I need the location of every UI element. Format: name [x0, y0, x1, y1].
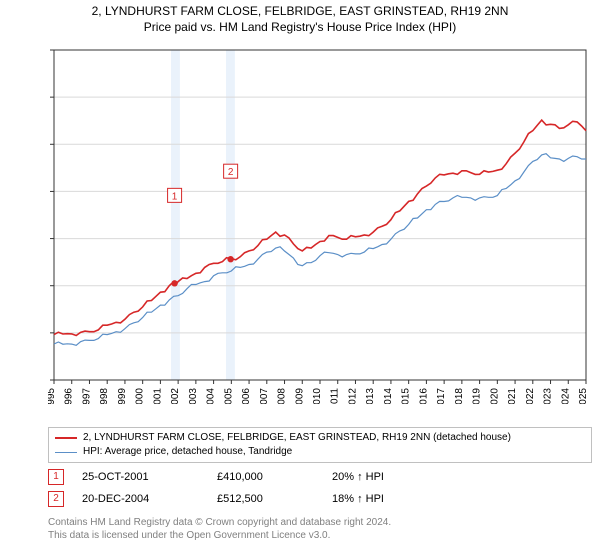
svg-text:2011: 2011	[330, 388, 341, 404]
svg-text:2001: 2001	[152, 388, 163, 404]
svg-text:2010: 2010	[312, 388, 323, 404]
svg-text:2015: 2015	[401, 388, 412, 404]
svg-text:2018: 2018	[454, 388, 465, 404]
chart-container: 2, LYNDHURST FARM CLOSE, FELBRIDGE, EAST…	[0, 0, 600, 560]
svg-text:2021: 2021	[507, 388, 518, 404]
svg-text:2003: 2003	[188, 388, 199, 404]
svg-text:2004: 2004	[206, 388, 217, 404]
marker-badge-1: 1	[48, 469, 64, 485]
legend-label-2: HPI: Average price, detached house, Tand…	[83, 445, 292, 459]
legend-row-2: HPI: Average price, detached house, Tand…	[55, 445, 585, 459]
svg-text:2016: 2016	[418, 388, 429, 404]
svg-text:1997: 1997	[81, 388, 92, 404]
legend-label-1: 2, LYNDHURST FARM CLOSE, FELBRIDGE, EAST…	[83, 431, 511, 445]
table-row: 2 20-DEC-2004 £512,500 18% ↑ HPI	[48, 488, 592, 510]
attribution: Contains HM Land Registry data © Crown c…	[48, 516, 391, 542]
svg-text:1998: 1998	[99, 388, 110, 404]
tx-price: £410,000	[217, 471, 332, 483]
legend: 2, LYNDHURST FARM CLOSE, FELBRIDGE, EAST…	[48, 427, 592, 463]
attribution-line-1: Contains HM Land Registry data © Crown c…	[48, 516, 391, 529]
svg-text:2014: 2014	[383, 388, 394, 404]
svg-text:2002: 2002	[170, 388, 181, 404]
svg-text:2012: 2012	[347, 388, 358, 404]
svg-text:2008: 2008	[277, 388, 288, 404]
svg-text:2005: 2005	[223, 388, 234, 404]
svg-text:2000: 2000	[135, 388, 146, 404]
svg-text:2019: 2019	[472, 388, 483, 404]
title-line-2: Price paid vs. HM Land Registry's House …	[0, 20, 600, 36]
legend-swatch-blue	[55, 452, 77, 453]
svg-text:2006: 2006	[241, 388, 252, 404]
svg-text:2022: 2022	[525, 388, 536, 404]
legend-row-1: 2, LYNDHURST FARM CLOSE, FELBRIDGE, EAST…	[55, 431, 585, 445]
tx-pct: 20% ↑ HPI	[332, 471, 452, 483]
title-block: 2, LYNDHURST FARM CLOSE, FELBRIDGE, EAST…	[0, 0, 600, 35]
marker-badge-2: 2	[48, 491, 64, 507]
svg-text:2017: 2017	[436, 388, 447, 404]
line-chart: £0£200K£400K£600K£800K£1M£1.2M£1.4M19951…	[48, 44, 592, 404]
tx-pct: 18% ↑ HPI	[332, 493, 452, 505]
svg-text:1996: 1996	[64, 388, 75, 404]
title-line-1: 2, LYNDHURST FARM CLOSE, FELBRIDGE, EAST…	[0, 4, 600, 20]
tx-price: £512,500	[217, 493, 332, 505]
svg-text:2023: 2023	[543, 388, 554, 404]
svg-text:2: 2	[228, 167, 234, 178]
svg-text:2025: 2025	[578, 388, 589, 404]
svg-text:2009: 2009	[294, 388, 305, 404]
table-row: 1 25-OCT-2001 £410,000 20% ↑ HPI	[48, 466, 592, 488]
svg-text:1999: 1999	[117, 388, 128, 404]
chart-area: £0£200K£400K£600K£800K£1M£1.2M£1.4M19951…	[48, 44, 592, 404]
tx-date: 20-DEC-2004	[82, 493, 217, 505]
svg-text:1: 1	[172, 191, 178, 202]
attribution-line-2: This data is licensed under the Open Gov…	[48, 529, 391, 542]
svg-text:2013: 2013	[365, 388, 376, 404]
legend-swatch-red	[55, 437, 77, 439]
svg-text:2024: 2024	[560, 388, 571, 404]
svg-text:1995: 1995	[48, 388, 57, 404]
transactions-table: 1 25-OCT-2001 £410,000 20% ↑ HPI 2 20-DE…	[48, 466, 592, 510]
tx-date: 25-OCT-2001	[82, 471, 217, 483]
svg-text:2020: 2020	[489, 388, 500, 404]
svg-text:2007: 2007	[259, 388, 270, 404]
